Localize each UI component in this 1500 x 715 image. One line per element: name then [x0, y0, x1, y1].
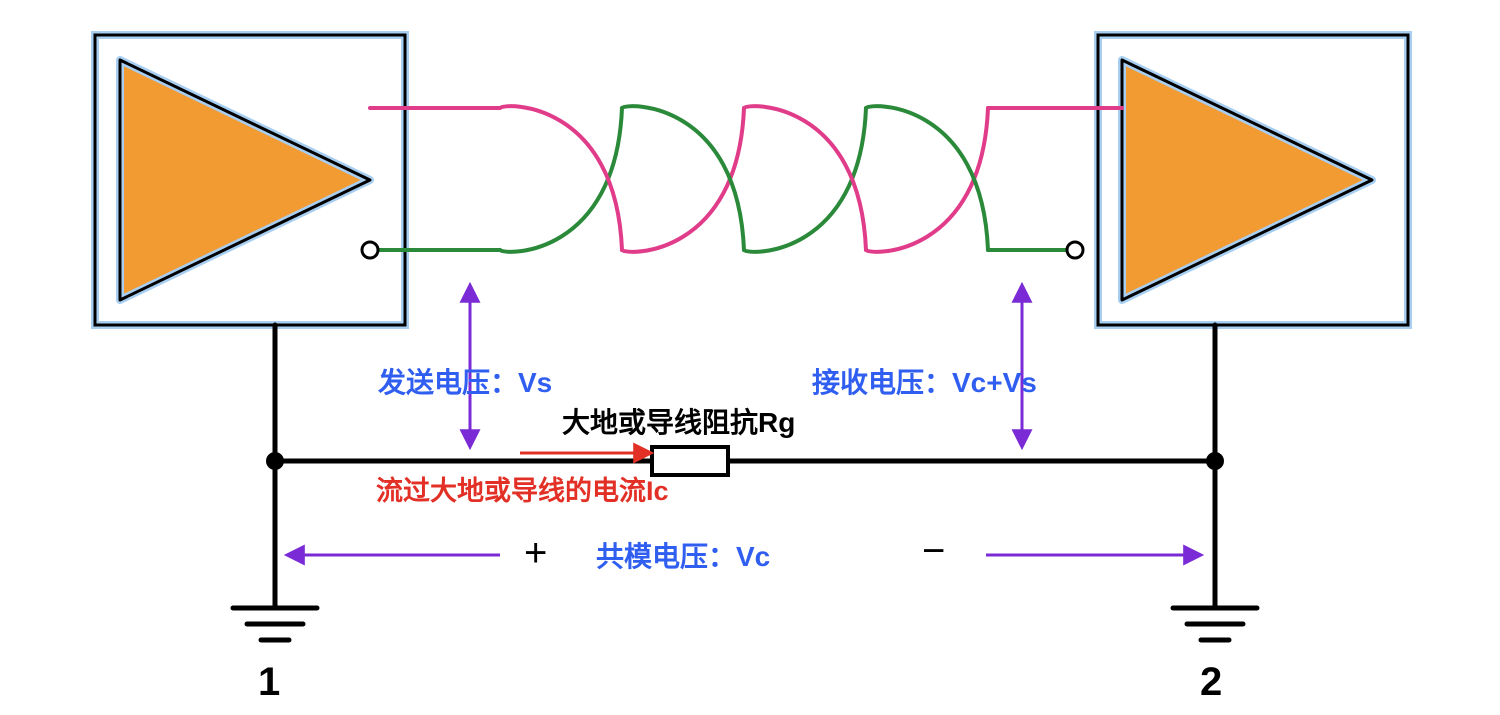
label-gnd1: 1 — [258, 660, 280, 704]
label-rg: 大地或导线阻抗Rg — [562, 406, 795, 438]
circuit-diagram: 发送电压：Vs 接收电压：Vc+Vs 大地或导线阻抗Rg 流过大地或导线的电流Ic 共模… — [0, 0, 1500, 715]
label-vc: 共模电压：Vc — [596, 541, 770, 572]
label-minus: − — [922, 529, 945, 573]
label-plus: + — [524, 531, 547, 575]
label-rx_voltage: 接收电压：Vc+Vs — [812, 367, 1037, 398]
label-gnd2: 2 — [1200, 660, 1222, 704]
label-tx_voltage: 发送电压：Vs — [377, 366, 552, 398]
label-ic: 流过大地或导线的电流Ic — [376, 475, 669, 506]
